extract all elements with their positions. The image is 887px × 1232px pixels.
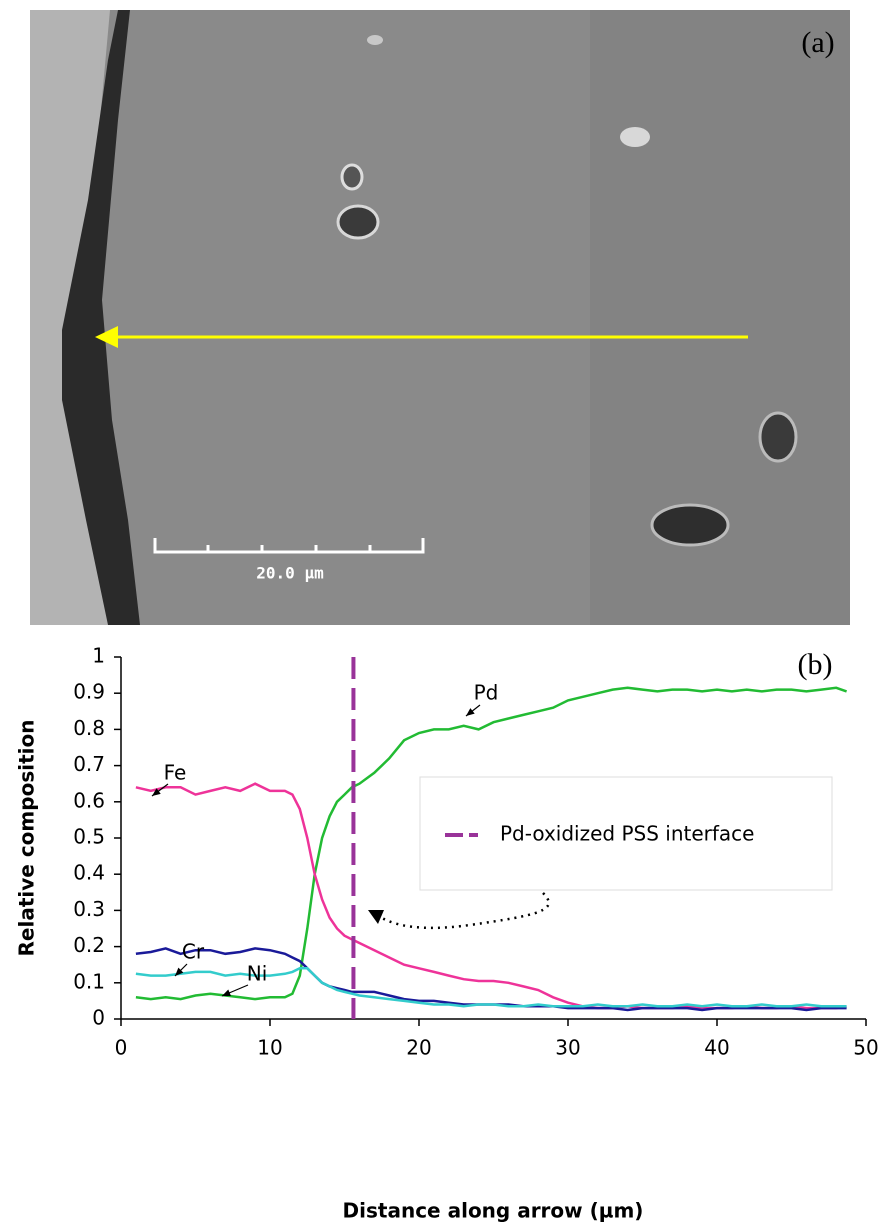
y-tick-label: 1 <box>92 644 105 668</box>
y-tick-label: 0.9 <box>73 680 105 704</box>
sem-image: 20.0 µm (a) <box>30 10 850 625</box>
series-annotation: Pd <box>474 681 499 705</box>
y-tick-label: 0.8 <box>73 716 105 740</box>
panel-label: (a) <box>801 26 834 59</box>
sem-pit <box>652 505 728 545</box>
y-tick-label: 0.3 <box>73 897 105 921</box>
sem-particle <box>620 127 650 147</box>
y-tick-label: 0.6 <box>73 788 105 812</box>
legend-label: Pd-oxidized PSS interface <box>500 822 754 846</box>
pointer-arrow <box>382 893 549 928</box>
y-axis-title: Relative composition <box>15 720 39 957</box>
x-axis-title: Distance along arrow (µm) <box>343 1199 644 1223</box>
series-annotation: Ni <box>247 962 268 986</box>
y-tick-label: 0.7 <box>73 752 105 776</box>
figure: 20.0 µm (a) (b) Distance along arrow (µm… <box>0 0 887 1228</box>
y-tick-label: 0.4 <box>73 861 105 885</box>
x-tick-label: 40 <box>704 1036 729 1060</box>
sem-particle <box>367 35 383 45</box>
series-annotation: Fe <box>164 761 187 785</box>
sem-pit <box>760 413 796 461</box>
x-tick-label: 30 <box>555 1036 580 1060</box>
y-tick-label: 0 <box>92 1006 105 1030</box>
annotation-arrow-head <box>466 708 475 716</box>
sem-pit <box>338 206 378 238</box>
scale-bar-label: 20.0 µm <box>256 564 324 583</box>
x-tick-label: 10 <box>257 1036 282 1060</box>
series-annotation: Cr <box>182 940 205 964</box>
x-tick-label: 0 <box>115 1036 128 1060</box>
y-tick-label: 0.1 <box>73 969 105 993</box>
y-tick-label: 0.2 <box>73 933 105 957</box>
x-tick-label: 50 <box>853 1036 878 1060</box>
panel-label: (b) <box>798 648 833 681</box>
y-tick-label: 0.5 <box>73 825 105 849</box>
series-line <box>136 948 847 1010</box>
x-tick-label: 20 <box>406 1036 431 1060</box>
sem-pit <box>342 165 362 189</box>
pointer-arrow-head <box>368 910 384 924</box>
